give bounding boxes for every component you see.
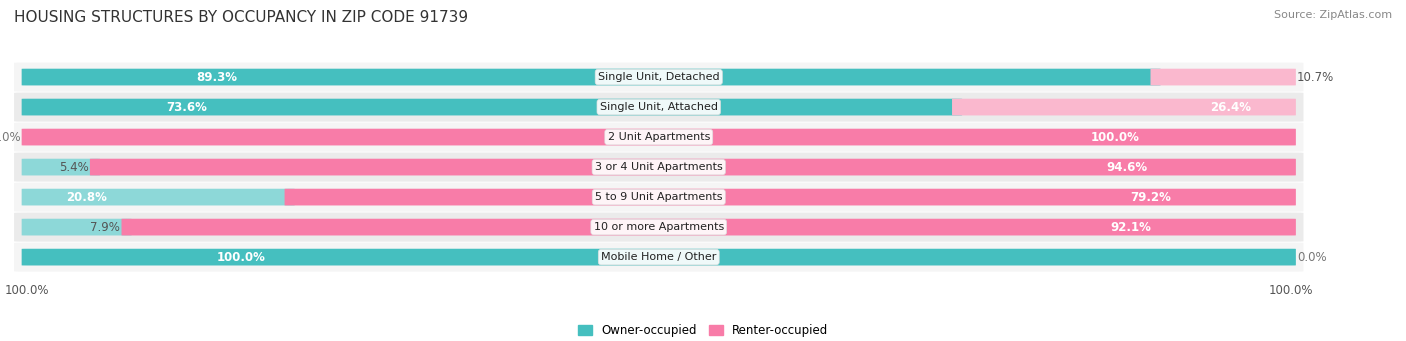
FancyBboxPatch shape [14,212,1303,242]
Text: Source: ZipAtlas.com: Source: ZipAtlas.com [1274,10,1392,20]
Text: 94.6%: 94.6% [1107,161,1147,174]
Text: 7.9%: 7.9% [90,221,121,234]
FancyBboxPatch shape [284,189,1296,206]
FancyBboxPatch shape [21,159,100,176]
FancyBboxPatch shape [14,122,1303,152]
Text: Mobile Home / Other: Mobile Home / Other [602,252,717,262]
Text: 10 or more Apartments: 10 or more Apartments [593,222,724,232]
Text: 26.4%: 26.4% [1209,101,1251,114]
Text: HOUSING STRUCTURES BY OCCUPANCY IN ZIP CODE 91739: HOUSING STRUCTURES BY OCCUPANCY IN ZIP C… [14,10,468,25]
Text: 100.0%: 100.0% [217,251,266,264]
Text: 0.0%: 0.0% [1298,251,1327,264]
FancyBboxPatch shape [14,242,1303,272]
Text: 100.0%: 100.0% [1090,131,1139,144]
Text: 20.8%: 20.8% [66,191,107,204]
FancyBboxPatch shape [14,152,1303,182]
FancyBboxPatch shape [121,219,1296,236]
FancyBboxPatch shape [14,92,1303,122]
Text: Single Unit, Detached: Single Unit, Detached [598,72,720,82]
Text: 2 Unit Apartments: 2 Unit Apartments [607,132,710,142]
FancyBboxPatch shape [21,249,1296,266]
Text: 5.4%: 5.4% [59,161,89,174]
FancyBboxPatch shape [14,182,1303,212]
Text: Single Unit, Attached: Single Unit, Attached [600,102,717,112]
Text: 73.6%: 73.6% [166,101,207,114]
Text: 3 or 4 Unit Apartments: 3 or 4 Unit Apartments [595,162,723,172]
FancyBboxPatch shape [14,62,1303,92]
FancyBboxPatch shape [21,99,962,116]
FancyBboxPatch shape [952,99,1296,116]
Text: 79.2%: 79.2% [1130,191,1171,204]
Text: 10.7%: 10.7% [1298,71,1334,84]
FancyBboxPatch shape [1150,69,1296,86]
Legend: Owner-occupied, Renter-occupied: Owner-occupied, Renter-occupied [578,324,828,337]
FancyBboxPatch shape [21,69,1160,86]
Text: 92.1%: 92.1% [1111,221,1152,234]
FancyBboxPatch shape [21,219,132,236]
Text: 0.0%: 0.0% [0,131,20,144]
Text: 89.3%: 89.3% [195,71,238,84]
FancyBboxPatch shape [21,129,1296,146]
FancyBboxPatch shape [90,159,1296,176]
Text: 5 to 9 Unit Apartments: 5 to 9 Unit Apartments [595,192,723,202]
FancyBboxPatch shape [21,189,295,206]
